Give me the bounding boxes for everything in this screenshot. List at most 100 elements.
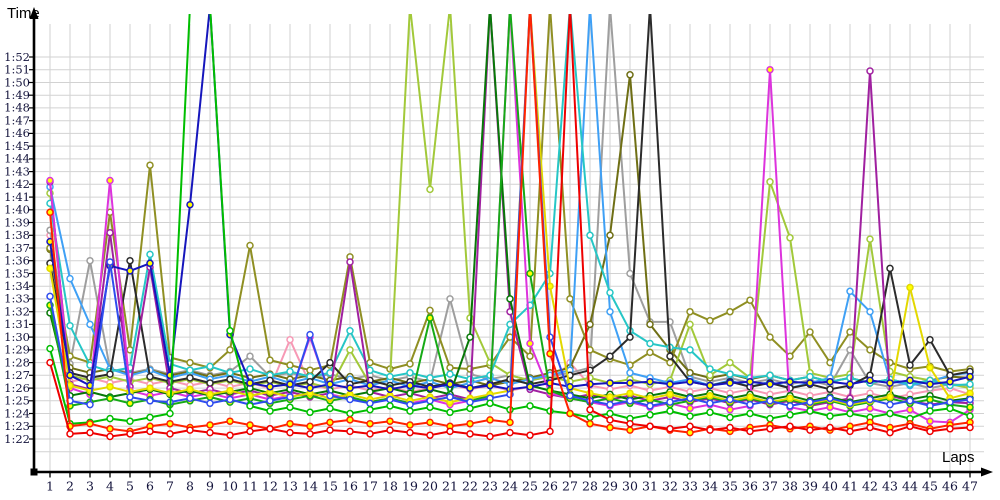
data-point — [406, 400, 414, 409]
data-point — [226, 386, 234, 395]
data-point — [946, 404, 954, 413]
data-point — [806, 407, 814, 415]
data-point — [486, 381, 494, 390]
svg-text:1:27: 1:27 — [4, 368, 30, 382]
svg-text:19: 19 — [402, 479, 418, 494]
svg-text:15: 15 — [322, 479, 338, 494]
data-point — [866, 395, 874, 404]
svg-text:6: 6 — [146, 479, 154, 494]
data-point — [726, 358, 734, 367]
data-point — [746, 427, 754, 436]
data-point — [46, 344, 54, 353]
svg-text:30: 30 — [622, 479, 638, 494]
data-point — [846, 328, 854, 336]
svg-text:1:28: 1:28 — [4, 355, 30, 369]
data-point — [446, 408, 454, 417]
series-blue — [46, 14, 974, 410]
svg-text:33: 33 — [682, 479, 698, 494]
data-point — [326, 404, 334, 413]
data-point — [426, 374, 434, 382]
data-point — [206, 379, 214, 387]
data-point — [686, 346, 694, 354]
data-point — [826, 423, 834, 432]
data-point — [166, 409, 174, 418]
data-point — [806, 398, 814, 406]
data-point — [366, 381, 374, 390]
data-point — [166, 430, 174, 438]
data-point — [306, 422, 314, 431]
y-tick-labels: 1:221:231:241:251:261:271:281:291:301:31… — [4, 50, 30, 446]
data-point — [846, 427, 854, 436]
data-point — [266, 383, 274, 391]
data-point — [246, 402, 254, 410]
data-point — [66, 430, 74, 438]
data-point — [46, 264, 54, 273]
data-point — [926, 363, 934, 372]
data-point — [646, 422, 654, 431]
data-point — [926, 335, 934, 344]
svg-text:25: 25 — [522, 479, 538, 494]
data-point — [666, 380, 674, 388]
data-point — [766, 425, 774, 433]
data-point — [766, 414, 774, 423]
svg-text:1:42: 1:42 — [4, 177, 30, 191]
data-point — [86, 256, 94, 265]
data-point — [606, 307, 614, 316]
data-point — [346, 409, 354, 418]
data-point — [946, 425, 954, 433]
data-point — [746, 377, 754, 386]
svg-text:1:50: 1:50 — [4, 75, 30, 89]
data-point — [966, 395, 974, 404]
data-point — [526, 352, 534, 360]
data-point — [66, 274, 74, 283]
data-point — [646, 320, 654, 329]
data-point — [186, 385, 194, 394]
data-point — [686, 394, 694, 403]
data-point — [646, 394, 654, 403]
data-point — [386, 417, 394, 425]
data-point — [906, 283, 914, 292]
svg-text:42: 42 — [862, 479, 878, 494]
data-point — [946, 371, 954, 380]
data-point — [106, 258, 114, 266]
data-point — [926, 407, 934, 415]
svg-text:29: 29 — [602, 479, 618, 494]
data-point — [726, 307, 734, 316]
x-axis — [30, 467, 993, 478]
data-point — [566, 295, 574, 303]
svg-text:45: 45 — [922, 479, 938, 494]
data-point — [866, 404, 874, 413]
data-point — [646, 402, 654, 410]
data-point — [226, 431, 234, 439]
data-point — [246, 365, 254, 373]
data-point — [666, 352, 674, 360]
svg-text:1:39: 1:39 — [4, 215, 30, 229]
svg-text:43: 43 — [882, 479, 898, 494]
data-point — [786, 377, 794, 386]
data-point — [466, 398, 474, 406]
data-point — [426, 403, 434, 411]
data-point — [746, 400, 754, 409]
data-point — [766, 65, 774, 74]
data-point — [266, 376, 274, 385]
data-point — [686, 412, 694, 420]
data-point — [106, 414, 114, 423]
data-point — [706, 371, 714, 380]
data-point — [246, 427, 254, 436]
data-point — [886, 264, 894, 273]
data-point — [806, 372, 814, 381]
data-point — [966, 412, 974, 420]
data-point — [706, 408, 714, 417]
data-point — [186, 366, 194, 374]
data-point — [306, 330, 314, 339]
data-point — [46, 358, 54, 367]
data-point — [106, 383, 114, 391]
data-point — [426, 418, 434, 427]
data-point — [286, 393, 294, 401]
data-point — [586, 405, 594, 414]
data-point — [466, 333, 474, 341]
data-point — [186, 426, 194, 434]
data-point — [346, 395, 354, 404]
data-point — [146, 384, 154, 392]
svg-text:39: 39 — [802, 479, 818, 494]
